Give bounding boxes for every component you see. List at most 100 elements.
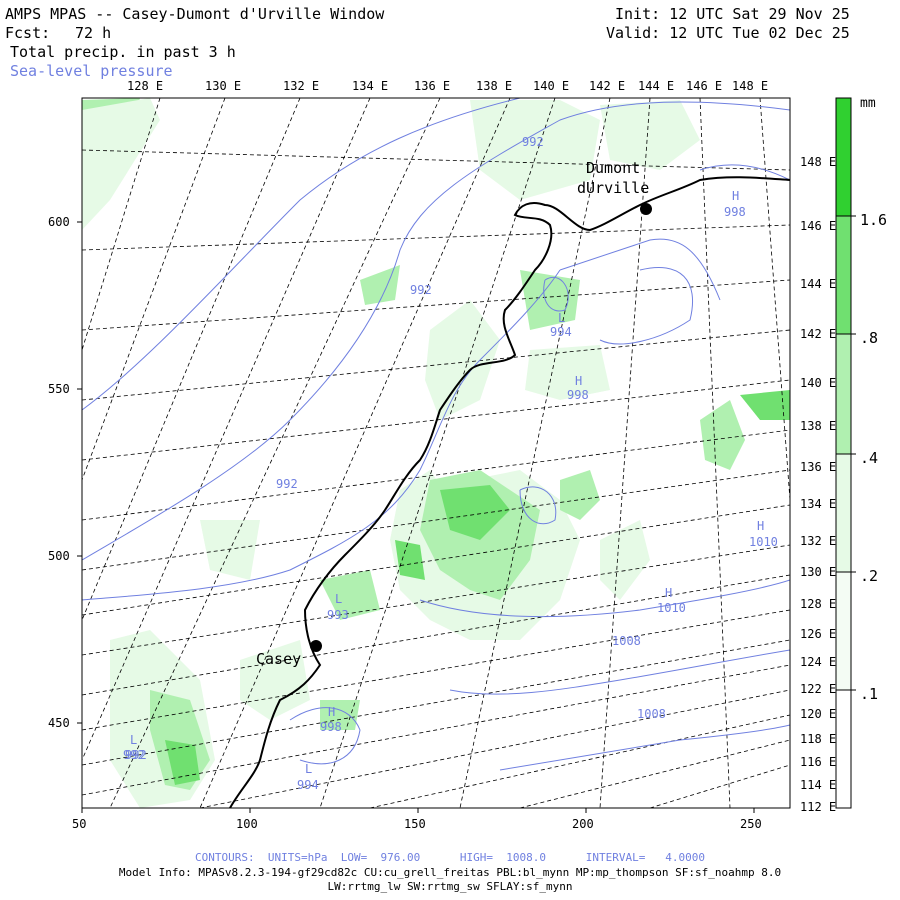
colorbar-swatch-below: [836, 690, 851, 808]
lat-label: 148 E: [800, 155, 836, 169]
lat-labels-right: 148 E 146 E 144 E 142 E 140 E 138 E 136 …: [800, 155, 836, 814]
pressure-label: 993: [327, 608, 349, 622]
lat-label: 124 E: [800, 655, 836, 669]
model-info-line2: LW:rrtmg_lw SW:rrtmg_sw SFLAY:sf_mynn: [327, 880, 573, 893]
forecast-label: Fcst:: [5, 24, 51, 42]
pressure-label: H: [757, 519, 764, 533]
x-axis: 50 100 150 200 250: [72, 808, 762, 831]
forecast-hour: 72 h: [75, 24, 112, 42]
lat-label: 128 E: [800, 597, 836, 611]
x-tick-label: 150: [404, 817, 426, 831]
lon-label: 132 E: [283, 79, 319, 93]
pressure-label: H: [328, 705, 335, 719]
y-tick-label: 550: [48, 382, 70, 396]
valid-time: Valid: 12 UTC Tue 02 Dec 25: [606, 24, 850, 42]
lat-label: 114 E: [800, 778, 836, 792]
graticule: [82, 98, 790, 808]
contour-info: CONTOURS: UNITS=hPa LOW= 976.00 HIGH= 10…: [195, 851, 705, 864]
pressure-label: H: [732, 189, 739, 203]
colorbar-swatch-0-4: [836, 334, 851, 454]
init-time: Init: 12 UTC Sat 29 Nov 25: [615, 5, 850, 23]
pressure-labels: 992 992 992 992 L 994 H 998 H 998 L 993 …: [123, 135, 778, 792]
map-title: AMPS MPAS -- Casey-Dumont d'Urville Wind…: [5, 5, 385, 23]
colorbar-level: .8: [860, 329, 878, 347]
x-tick-label: 100: [236, 817, 258, 831]
y-tick-label: 450: [48, 716, 70, 730]
slp-contours: [82, 98, 790, 771]
lat-label: 120 E: [800, 707, 836, 721]
lon-label: 140 E: [533, 79, 569, 93]
station-label-durville: dUrville: [577, 179, 649, 197]
pressure-label: 1008: [637, 707, 666, 721]
lon-label: 138 E: [476, 79, 512, 93]
pressure-label: L: [130, 733, 137, 747]
pressure-label: 1010: [657, 601, 686, 615]
pressure-label: 994: [550, 325, 572, 339]
lat-label: 146 E: [800, 219, 836, 233]
colorbar-level: 1.6: [860, 211, 887, 229]
lat-label: 122 E: [800, 682, 836, 696]
lat-label: 138 E: [800, 419, 836, 433]
station-label-casey: Casey: [256, 650, 301, 668]
colorbar-level: .4: [860, 449, 878, 467]
lon-label: 142 E: [589, 79, 625, 93]
pressure-label: L: [305, 762, 312, 776]
lon-label: 128 E: [127, 79, 163, 93]
coastline: [229, 176, 790, 808]
lat-label: 134 E: [800, 497, 836, 511]
colorbar-swatch-0-8: [836, 216, 851, 334]
casey-station-marker: [310, 640, 322, 652]
lat-label: 136 E: [800, 460, 836, 474]
lon-label: 136 E: [414, 79, 450, 93]
pressure-label: H: [665, 586, 672, 600]
pressure-label: 992: [123, 748, 145, 762]
lat-label: 112 E: [800, 800, 836, 814]
lon-labels-top: 128 E 130 E 132 E 134 E 136 E 138 E 140 …: [127, 79, 768, 93]
colorbar: mm 1.6 .8 .4 .2 .1: [835, 96, 887, 809]
lon-label: 144 E: [638, 79, 674, 93]
lat-label: 140 E: [800, 376, 836, 390]
x-tick-label: 200: [572, 817, 594, 831]
pressure-label: 992: [125, 748, 147, 762]
field-precip-label: Total precip. in past 3 h: [10, 43, 236, 61]
plot-frame: [81, 97, 791, 809]
pressure-label: L: [558, 311, 565, 325]
lat-label: 142 E: [800, 327, 836, 341]
lon-label: 134 E: [352, 79, 388, 93]
lat-label: 116 E: [800, 755, 836, 769]
pressure-label: 998: [567, 388, 589, 402]
field-slp-label: Sea-level pressure: [10, 62, 173, 80]
lon-label: 148 E: [732, 79, 768, 93]
precip-shading: [82, 98, 790, 808]
station-label-dumont: Dumont: [586, 159, 640, 177]
colorbar-level: .1: [860, 685, 878, 703]
colorbar-level: .2: [860, 567, 878, 585]
y-tick-label: 600: [48, 215, 70, 229]
lon-label: 130 E: [205, 79, 241, 93]
lat-label: 144 E: [800, 277, 836, 291]
colorbar-swatch-1-6: [836, 98, 851, 216]
pressure-label: 1008: [612, 634, 641, 648]
pressure-label: 998: [320, 720, 342, 734]
colorbar-unit: mm: [860, 96, 876, 111]
model-info: Model Info: MPASv8.2.3-194-gf29cd82c CU:…: [118, 866, 782, 879]
pressure-label: 992: [276, 477, 298, 491]
lat-label: 130 E: [800, 565, 836, 579]
lat-label: 126 E: [800, 627, 836, 641]
x-tick-label: 250: [740, 817, 762, 831]
pressure-label: L: [335, 592, 342, 606]
y-axis: 600 550 500 450: [48, 215, 82, 730]
lat-label: 132 E: [800, 534, 836, 548]
colorbar-swatch-0-2: [836, 454, 851, 572]
dumont-durville-station-marker: [640, 203, 652, 215]
pressure-label: 998: [724, 205, 746, 219]
pressure-label: 994: [297, 778, 319, 792]
lat-label: 118 E: [800, 732, 836, 746]
pressure-label: H: [575, 374, 582, 388]
pressure-label: 992: [410, 283, 432, 297]
colorbar-swatch-0-1: [836, 572, 851, 690]
pressure-label: 1010: [749, 535, 778, 549]
pressure-label: 992: [522, 135, 544, 149]
y-tick-label: 500: [48, 549, 70, 563]
x-tick-label: 50: [72, 817, 86, 831]
